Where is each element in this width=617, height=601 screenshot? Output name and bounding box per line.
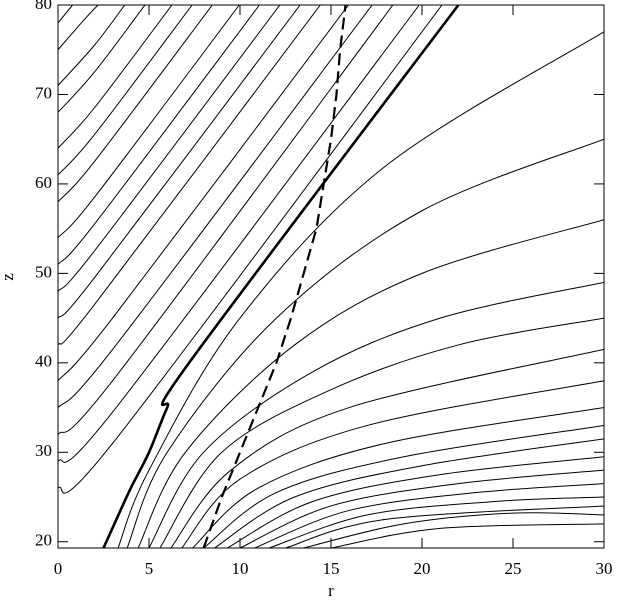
field-line [214,438,604,548]
field-line [58,5,213,203]
field-line [285,505,604,548]
x-tick-label: 30 [596,559,613,578]
field-line [268,496,604,548]
field-line [148,281,604,548]
y-tick-label: 60 [35,173,52,192]
field-line [192,407,604,548]
field-line [117,31,604,548]
x-tick-label: 15 [323,559,340,578]
field-line [58,5,260,265]
field-line [58,5,146,113]
field-line [330,523,604,548]
field-line [58,5,420,463]
field-line [58,5,99,51]
field-line [227,456,604,548]
field-line [58,5,394,435]
y-tick-label: 70 [35,83,52,102]
x-axis-label: r [328,581,334,600]
field-line [102,5,460,548]
field-line [303,512,604,548]
field-line [58,5,281,292]
field-line [137,219,604,548]
field-line [58,5,301,319]
plot-frame [57,4,605,549]
x-tick-label: 5 [145,559,154,578]
field-line [58,5,321,346]
field-line [58,5,349,382]
field-line [159,317,604,548]
field-line [202,5,347,548]
x-tick-label: 0 [54,559,63,578]
field-line [126,138,604,548]
x-tick-label: 10 [232,559,249,578]
x-tick-label: 20 [414,559,431,578]
y-tick-label: 40 [35,352,52,371]
field-line [58,5,373,408]
field-line [58,5,73,24]
y-tick-label: 80 [35,0,52,13]
y-tick-label: 20 [35,531,52,550]
y-tick-label: 30 [35,441,52,460]
field-line [170,348,604,548]
field-line [181,380,604,548]
field-line [58,5,443,494]
field-line [239,469,604,548]
field-line [58,5,240,238]
field-line [203,424,604,548]
field-line [58,5,193,176]
field-line [58,5,126,86]
y-tick-label: 50 [35,262,52,281]
y-axis-label: z [0,273,17,281]
field-line [58,5,173,149]
x-tick-label: 25 [505,559,522,578]
field-line [254,483,604,548]
